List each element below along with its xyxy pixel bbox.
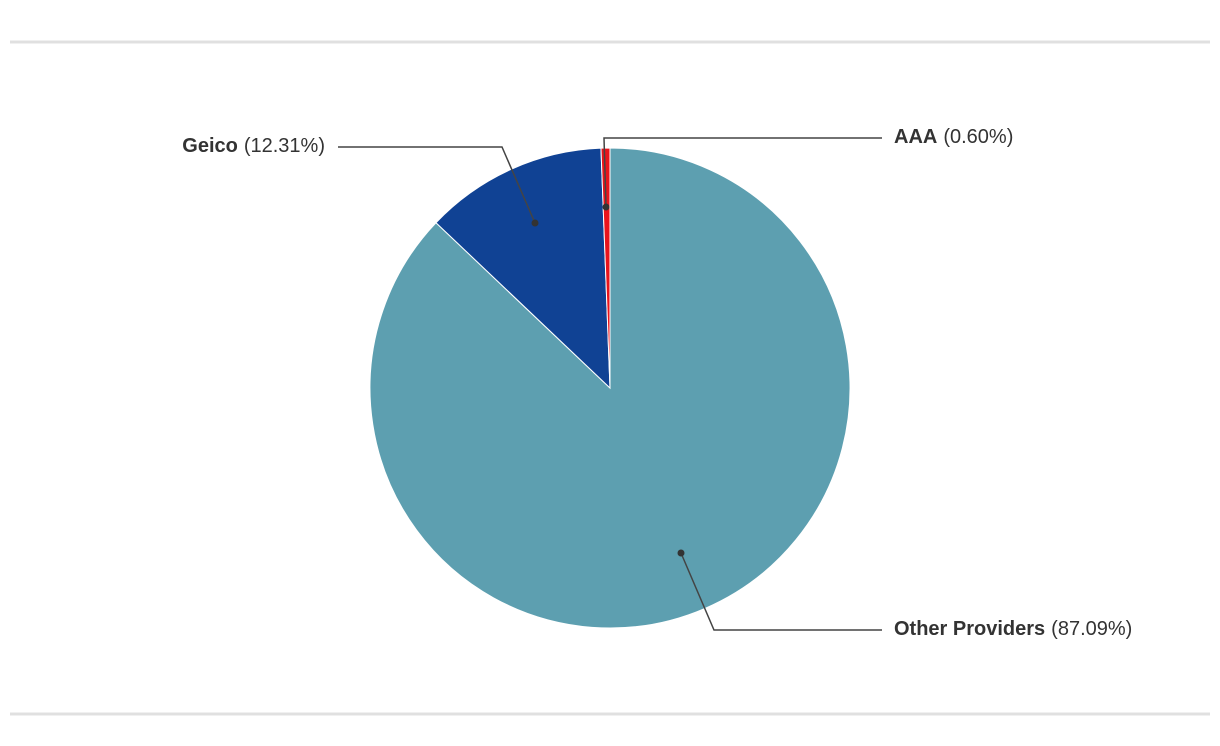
- leader-line: [338, 146, 536, 224]
- leader-line: [603, 137, 882, 208]
- leader-dot: [602, 203, 610, 211]
- leader-dot: [677, 549, 685, 557]
- slice-value: (12.31%): [244, 135, 325, 157]
- leader-dot: [531, 219, 539, 227]
- slice-name: AAA: [894, 126, 937, 148]
- slice-value: (0.60%): [943, 126, 1013, 148]
- slice-name: Geico: [182, 135, 238, 157]
- slice-label: AAA (0.60%): [894, 126, 1013, 148]
- slice-name: Other Providers: [894, 618, 1045, 640]
- slice-value: (87.09%): [1051, 618, 1132, 640]
- slice-label: Other Providers (87.09%): [894, 618, 1132, 640]
- slice-label: Geico (12.31%): [182, 135, 325, 157]
- leader-line: [680, 552, 882, 631]
